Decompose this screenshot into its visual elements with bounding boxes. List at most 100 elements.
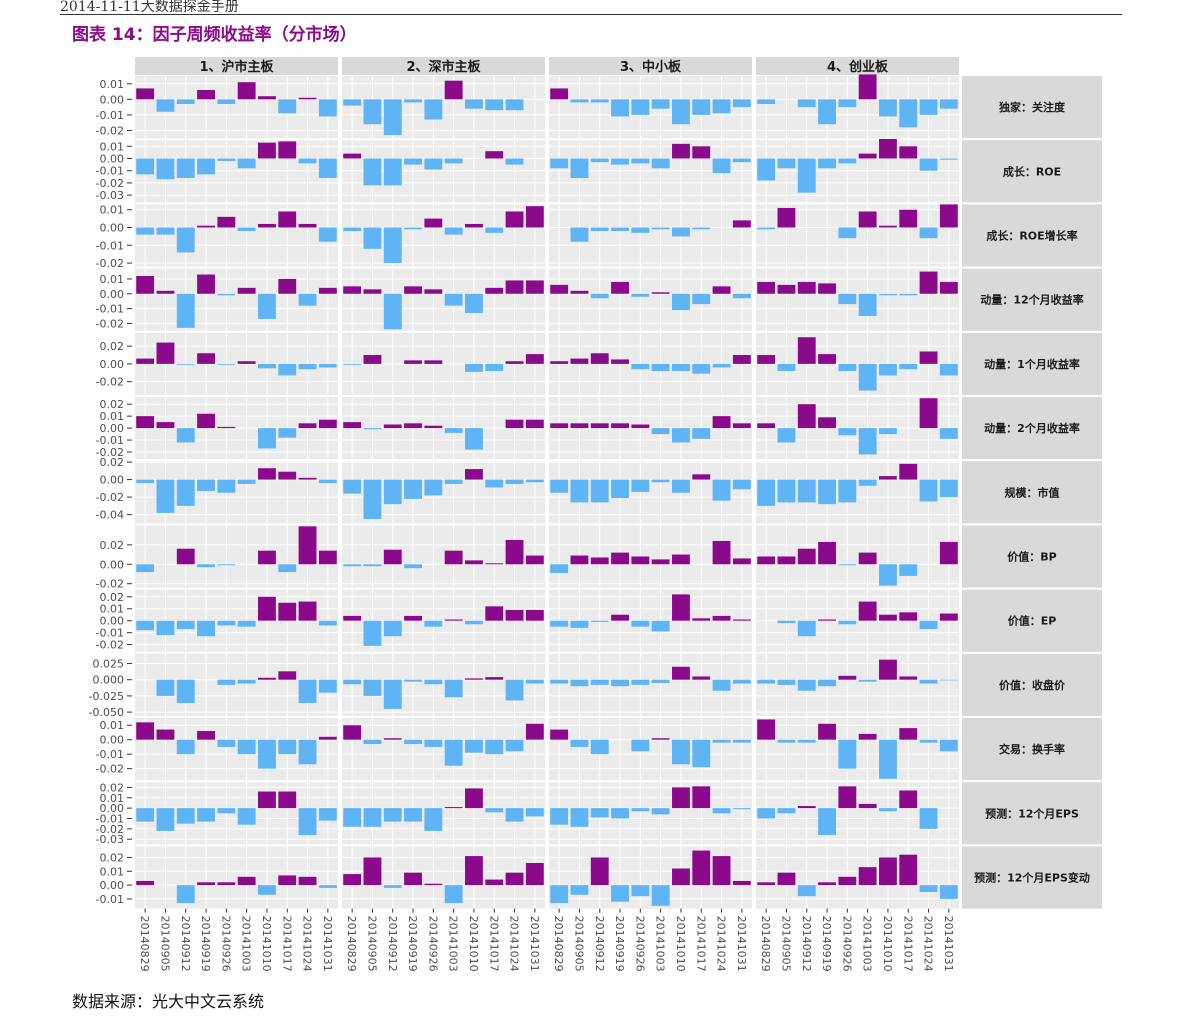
bar — [570, 479, 589, 503]
bar — [692, 99, 711, 115]
bar — [672, 594, 690, 621]
bar — [611, 281, 629, 294]
bar — [732, 99, 751, 108]
bar — [672, 293, 690, 311]
bar — [525, 808, 544, 817]
bar — [217, 99, 236, 104]
x-tick-label: 20140919 — [820, 916, 833, 972]
y-tick-label: 0.00 — [100, 802, 125, 815]
panel-background — [135, 204, 338, 267]
bar — [363, 620, 382, 646]
y-tick-label: -0.02 — [96, 376, 124, 389]
bar — [298, 158, 317, 164]
column-strip — [135, 57, 338, 75]
row-label: 预测：12个月EPS变动 — [974, 871, 1090, 885]
bar — [651, 559, 670, 565]
bar — [465, 293, 483, 314]
bar — [732, 558, 751, 565]
bar — [298, 293, 317, 306]
row-label: 独家：关注度 — [998, 100, 1066, 114]
bar — [258, 428, 276, 449]
y-tick-label: 0.02 — [100, 340, 125, 353]
bar — [176, 679, 195, 704]
bar — [777, 158, 796, 169]
bar — [505, 539, 524, 565]
y-tick-label: -0.01 — [96, 239, 124, 252]
bar — [176, 479, 195, 506]
bar — [363, 808, 382, 827]
column-strip — [549, 57, 752, 75]
bar — [939, 541, 958, 565]
bar — [797, 885, 816, 897]
bar — [939, 885, 958, 899]
bar — [550, 620, 569, 627]
y-tick-label: -0.02 — [96, 491, 124, 504]
bar — [444, 158, 463, 164]
column-label: 2、深市主板 — [406, 59, 481, 75]
bar — [732, 479, 751, 490]
bar — [712, 158, 731, 174]
source: 数据来源：光大中文云系统 — [72, 992, 265, 1011]
bar — [939, 428, 958, 439]
bar — [732, 739, 751, 743]
bar — [485, 363, 504, 372]
bar — [424, 158, 443, 170]
y-tick-label: 0.02 — [100, 539, 125, 552]
bar — [197, 620, 215, 637]
bar — [899, 293, 918, 296]
bar — [570, 620, 589, 628]
x-tick-label: 20141003 — [447, 916, 460, 972]
bar — [672, 739, 690, 765]
bar — [383, 679, 402, 709]
bar — [217, 882, 236, 886]
bar — [919, 271, 938, 294]
bar — [631, 808, 650, 812]
bar — [505, 158, 524, 165]
bar — [899, 146, 918, 159]
bar — [176, 363, 195, 365]
bar — [424, 360, 443, 364]
x-tick-label: 20141024 — [922, 916, 935, 972]
bar — [757, 355, 776, 364]
bar — [939, 613, 958, 621]
bar — [505, 872, 524, 886]
bar — [176, 158, 195, 179]
bar — [712, 856, 731, 886]
bar — [692, 363, 711, 374]
y-tick-label: -0.01 — [96, 165, 124, 178]
x-tick-label: 20140905 — [572, 916, 585, 972]
bar — [237, 679, 256, 684]
bar — [258, 885, 276, 895]
bar — [237, 158, 256, 169]
bar — [363, 99, 382, 125]
y-tick-label: -0.02 — [96, 317, 124, 330]
column-strip — [342, 57, 545, 75]
bar — [611, 99, 629, 117]
bar — [465, 856, 483, 886]
bar — [278, 428, 297, 438]
bar — [550, 564, 569, 574]
bar — [611, 423, 629, 429]
bar — [485, 287, 504, 294]
bar — [465, 469, 483, 480]
bar — [485, 808, 504, 813]
y-tick-label: 0.00 — [100, 615, 125, 628]
y-tick-label: -0.02 — [96, 823, 124, 836]
bar — [298, 477, 317, 480]
row-label: 动量：2个月收益率 — [984, 421, 1080, 435]
bar — [298, 97, 317, 100]
bar — [879, 225, 897, 228]
row-strip — [962, 846, 1102, 909]
bar — [383, 808, 402, 822]
y-tick-label: 0.01 — [100, 603, 125, 616]
bar — [298, 876, 317, 886]
x-tick-label: 20141003 — [861, 916, 874, 972]
bar — [197, 731, 215, 740]
bar — [797, 548, 816, 565]
bar — [318, 158, 337, 179]
bar — [797, 620, 816, 637]
bar — [858, 211, 877, 228]
bar — [732, 293, 751, 299]
x-tick-label: 20140919 — [199, 916, 212, 972]
bar — [485, 677, 504, 680]
